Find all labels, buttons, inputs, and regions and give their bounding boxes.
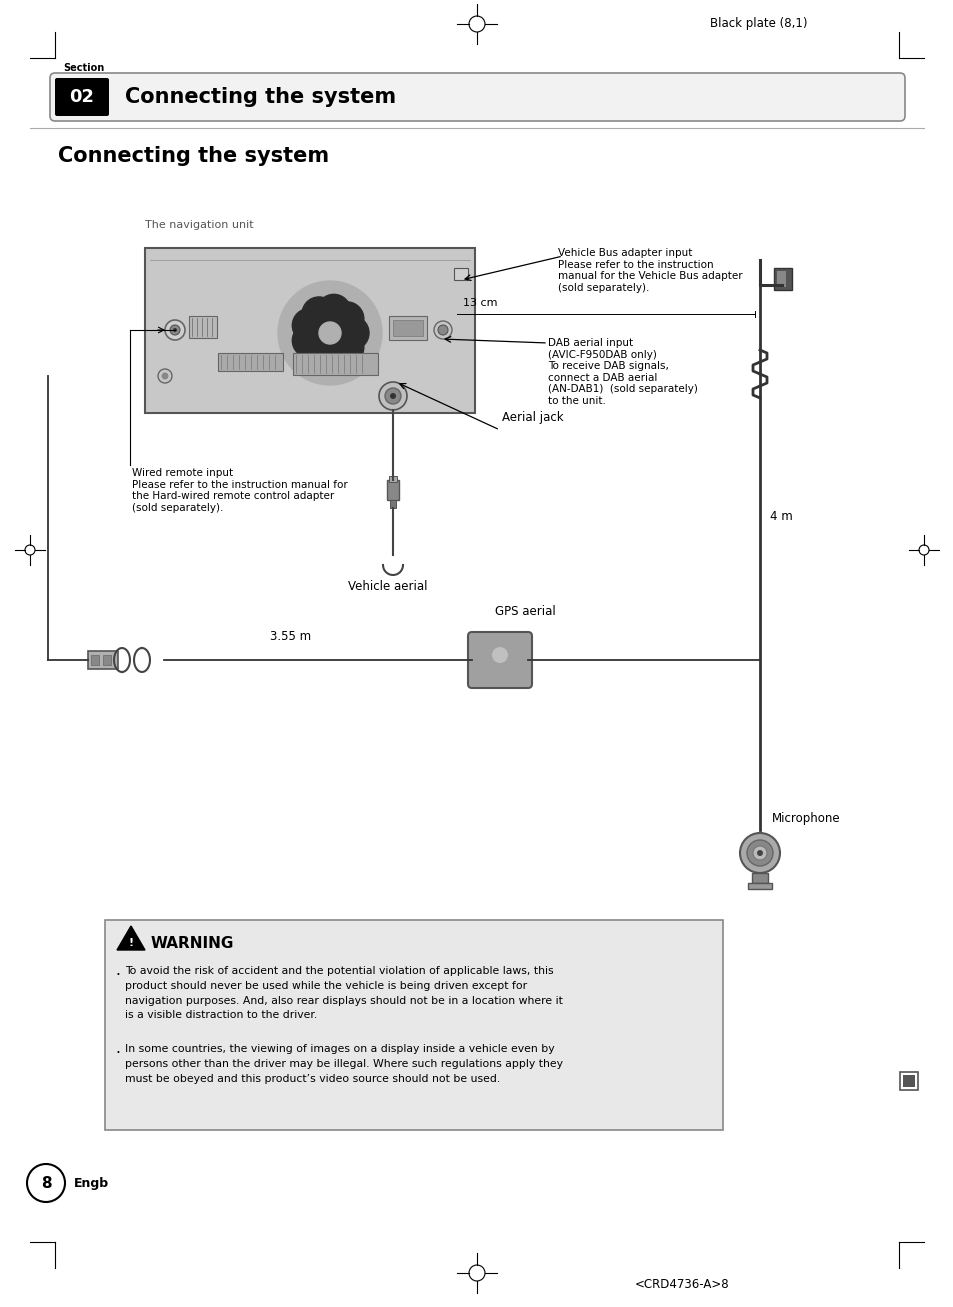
Bar [189,316,216,339]
Text: 8: 8 [41,1175,51,1191]
Text: 3.55 m: 3.55 m [270,630,311,643]
Text: ·: · [115,968,120,983]
Bar [454,268,468,280]
Text: Connecting the system: Connecting the system [125,88,395,107]
Text: Aerial jack: Aerial jack [501,410,563,423]
Circle shape [172,328,177,332]
Text: Wired remote input
Please refer to the instruction manual for
the Hard-wired rem: Wired remote input Please refer to the i… [132,468,348,512]
Polygon shape [117,925,145,950]
Circle shape [330,302,363,336]
Circle shape [740,833,780,873]
Text: <CRD4736-A>8: <CRD4736-A>8 [634,1277,728,1290]
Circle shape [385,388,400,404]
Circle shape [170,325,180,335]
Text: 13 cm: 13 cm [462,298,497,308]
Bar [393,320,422,336]
Circle shape [378,382,407,410]
FancyBboxPatch shape [468,633,532,687]
Circle shape [158,369,172,383]
Text: WARNING: WARNING [151,936,234,951]
Text: To avoid the risk of accident and the potential violation of applicable laws, th: To avoid the risk of accident and the po… [125,966,562,1021]
Text: !: ! [129,938,133,948]
Bar [776,271,785,288]
Text: Vehicle aerial: Vehicle aerial [348,580,427,593]
Bar [88,651,118,669]
Bar [747,884,771,889]
FancyBboxPatch shape [50,73,904,122]
Circle shape [316,337,351,371]
Text: ·: · [115,1046,120,1061]
Circle shape [316,294,351,328]
Circle shape [161,372,169,379]
Circle shape [492,647,507,663]
Circle shape [165,320,185,340]
Circle shape [318,322,340,344]
Circle shape [302,297,335,331]
Text: GPS aerial: GPS aerial [495,605,556,618]
Bar [103,655,111,665]
Bar [91,655,99,665]
Text: Engb: Engb [74,1176,109,1189]
Bar [218,353,283,371]
FancyBboxPatch shape [55,78,109,116]
Circle shape [746,840,772,867]
Bar [390,501,395,508]
Bar [751,873,767,884]
Bar [389,476,396,482]
Bar [145,248,475,413]
Text: 02: 02 [70,88,94,106]
Text: The navigation unit: The navigation unit [145,220,253,230]
Bar [105,920,722,1131]
Circle shape [437,325,448,335]
Circle shape [757,850,762,856]
Circle shape [330,331,363,365]
Text: Vehicle Bus adapter input
Please refer to the instruction
manual for the Vehicle: Vehicle Bus adapter input Please refer t… [558,248,741,293]
Text: Black plate (8,1): Black plate (8,1) [709,17,806,30]
Bar [899,1072,917,1090]
Circle shape [434,322,452,339]
Text: Microphone: Microphone [771,812,840,825]
Circle shape [302,335,335,369]
Text: In some countries, the viewing of images on a display inside a vehicle even by
p: In some countries, the viewing of images… [125,1044,562,1084]
Bar [387,480,398,501]
Circle shape [292,324,326,358]
Text: Section: Section [63,63,104,73]
Circle shape [277,281,381,386]
Text: DAB aerial input
(AVIC-F950DAB only)
To receive DAB signals,
connect a DAB aeria: DAB aerial input (AVIC-F950DAB only) To … [547,339,698,406]
Bar [293,353,377,375]
Circle shape [390,393,395,399]
Circle shape [292,308,326,342]
Bar [389,316,427,340]
Bar [773,268,791,290]
Circle shape [752,846,766,860]
Text: Connecting the system: Connecting the system [58,146,329,166]
Text: 4 m: 4 m [769,510,792,523]
Bar [902,1074,914,1087]
Circle shape [335,316,369,350]
